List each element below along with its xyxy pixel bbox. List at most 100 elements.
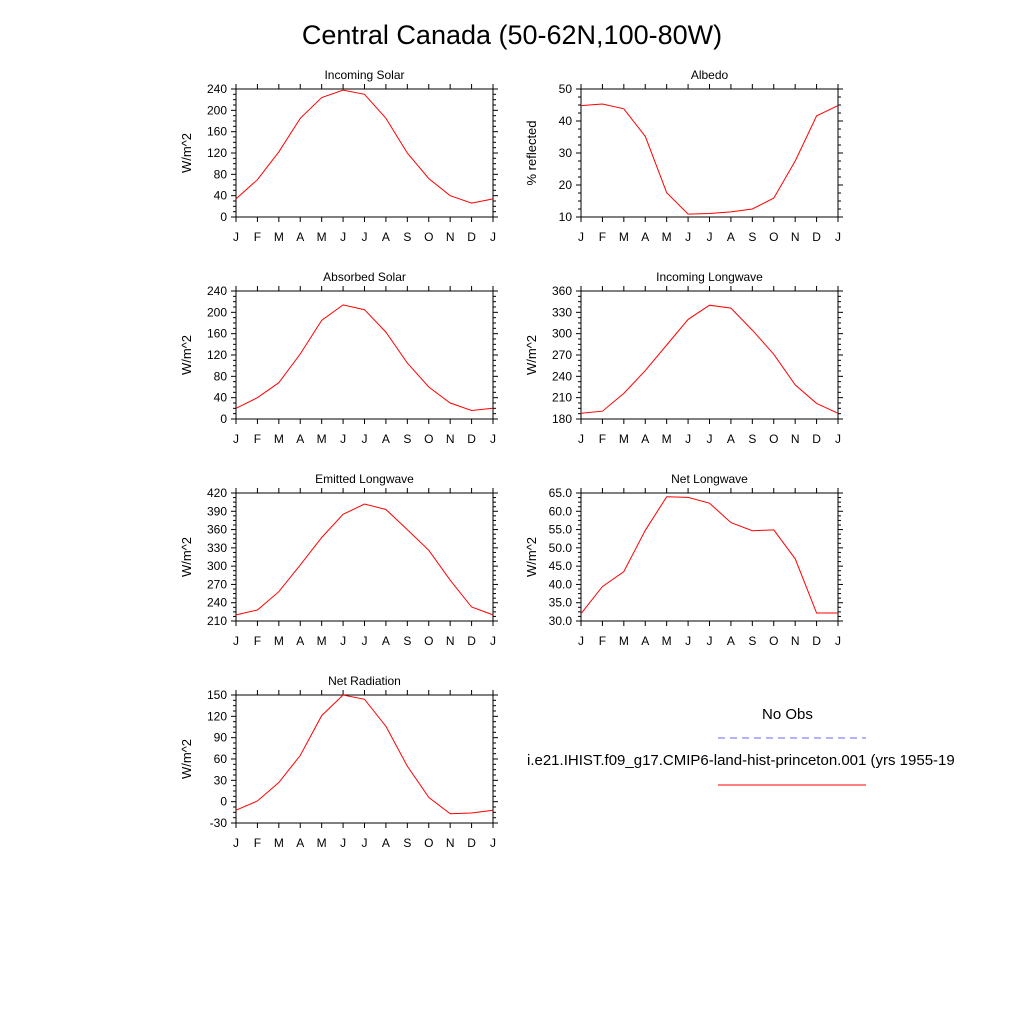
y-tick-label: 240 (207, 284, 227, 298)
x-tick-label: F (599, 230, 606, 244)
series-line (235, 694, 494, 815)
x-tick-label: J (578, 634, 584, 648)
x-tick-label: S (403, 634, 411, 648)
y-axis-label: W/m^2 (179, 537, 194, 577)
plot-frame (580, 290, 839, 420)
y-axis-label: W/m^2 (524, 537, 539, 577)
x-tick-label: M (317, 432, 327, 446)
y-tick-label: 80 (214, 167, 228, 181)
x-tick-label: N (791, 634, 800, 648)
y-tick-label: 300 (552, 327, 572, 341)
series-line (235, 89, 494, 204)
series-line (235, 503, 494, 616)
x-tick-label: O (424, 634, 433, 648)
y-tick-label: 45.0 (549, 559, 573, 573)
x-tick-label: D (467, 836, 476, 850)
y-tick-label: 270 (207, 577, 227, 591)
x-tick-label: J (340, 634, 346, 648)
x-tick-label: D (812, 432, 821, 446)
x-tick-label: D (467, 230, 476, 244)
x-tick-label: J (362, 432, 368, 446)
y-tick-label: 80 (214, 369, 228, 383)
x-tick-label: M (619, 432, 629, 446)
y-tick-label: 10 (559, 210, 573, 224)
y-tick-label: 200 (207, 305, 227, 319)
x-tick-label: F (254, 836, 261, 850)
series-line (580, 496, 838, 615)
y-tick-label: -30 (210, 816, 228, 830)
x-tick-label: N (791, 230, 800, 244)
x-tick-label: A (296, 634, 304, 648)
plot-frame (235, 492, 494, 622)
x-tick-label: F (254, 230, 261, 244)
x-tick-label: A (382, 230, 390, 244)
y-tick-label: 90 (214, 731, 228, 745)
x-tick-label: J (233, 230, 239, 244)
chart-panel: Net Longwave 30.0 35.0 40.0 45.0 50.0 55.0 60.0… (524, 472, 843, 648)
y-axis-label: W/m^2 (179, 335, 194, 375)
x-tick-label: M (619, 230, 629, 244)
x-tick-label: S (748, 432, 756, 446)
x-tick-label: J (707, 634, 713, 648)
x-tick-label: J (233, 836, 239, 850)
x-tick-label: J (490, 836, 496, 850)
y-tick-label: 0 (220, 210, 227, 224)
x-tick-label: J (490, 230, 496, 244)
x-tick-label: A (382, 634, 390, 648)
x-tick-label: A (296, 836, 304, 850)
y-axis-label: W/m^2 (524, 335, 539, 375)
x-tick-label: M (662, 230, 672, 244)
x-tick-label: F (599, 432, 606, 446)
x-tick-label: D (467, 432, 476, 446)
x-tick-label: J (490, 432, 496, 446)
y-tick-label: 120 (207, 146, 227, 160)
chart-title: Net Longwave (671, 472, 748, 486)
plot-frame (235, 88, 494, 218)
x-tick-label: A (382, 432, 390, 446)
x-tick-label: J (233, 432, 239, 446)
x-tick-label: N (791, 432, 800, 446)
legend-model-label: i.e21.IHIST.f09_g17.CMIP6-land-hist-prin… (527, 752, 955, 769)
x-tick-label: J (340, 432, 346, 446)
y-tick-label: 360 (207, 523, 227, 537)
series-line (580, 103, 839, 215)
x-tick-label: J (340, 230, 346, 244)
y-tick-label: 270 (552, 348, 572, 362)
x-tick-label: J (362, 634, 368, 648)
x-tick-label: N (446, 432, 455, 446)
x-tick-label: F (599, 634, 606, 648)
y-tick-label: 240 (207, 596, 227, 610)
y-tick-label: 30 (559, 146, 573, 160)
y-tick-label: 210 (552, 391, 572, 405)
chart-title: Albedo (691, 68, 729, 82)
x-tick-label: J (233, 634, 239, 648)
x-tick-label: J (835, 230, 841, 244)
x-tick-label: J (685, 432, 691, 446)
y-tick-label: 35.0 (549, 596, 573, 610)
chart-panel: Emitted Longwave 210 240 270 300 330 360 390 420… (179, 472, 498, 648)
x-tick-label: J (685, 230, 691, 244)
y-axis-label: % reflected (524, 120, 539, 185)
chart-title: Emitted Longwave (315, 472, 414, 486)
x-tick-label: M (274, 432, 284, 446)
x-tick-label: O (769, 432, 778, 446)
x-tick-label: J (835, 634, 841, 648)
x-tick-label: J (685, 634, 691, 648)
y-tick-label: 330 (552, 305, 572, 319)
x-tick-label: A (727, 432, 735, 446)
y-tick-label: 420 (207, 486, 227, 500)
x-tick-label: J (578, 230, 584, 244)
x-tick-label: A (382, 836, 390, 850)
y-axis-label: W/m^2 (179, 133, 194, 173)
y-tick-label: 240 (552, 369, 572, 383)
x-tick-label: A (727, 634, 735, 648)
x-tick-label: M (662, 634, 672, 648)
legend-obs-label: No Obs (762, 706, 813, 723)
x-tick-label: M (662, 432, 672, 446)
x-tick-label: M (317, 634, 327, 648)
x-tick-label: J (578, 432, 584, 446)
page-title: Central Canada (50-62N,100-80W) (301, 20, 723, 50)
x-tick-label: O (424, 230, 433, 244)
chart-title: Incoming Longwave (656, 270, 763, 284)
x-tick-label: O (424, 432, 433, 446)
